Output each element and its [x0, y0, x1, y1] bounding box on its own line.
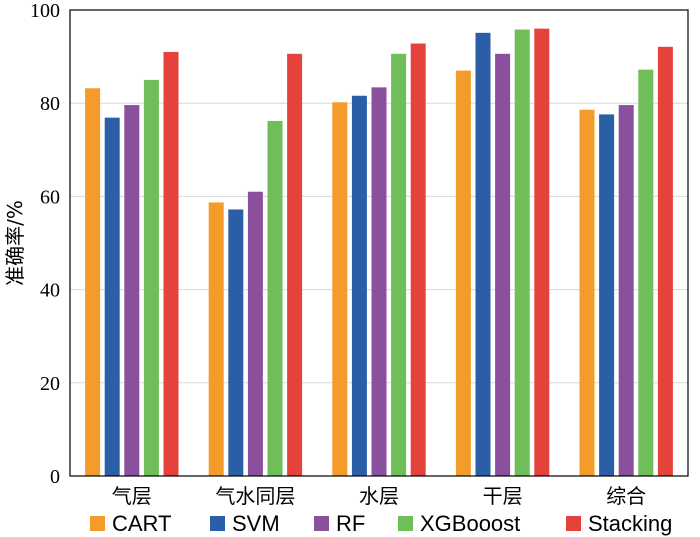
x-category-label: 气水同层 [215, 484, 295, 508]
bar-cart-0 [85, 88, 101, 477]
axes [69, 9, 689, 477]
x-category-label: 干层 [483, 484, 523, 508]
y-tick-label: 40 [40, 280, 60, 302]
bar-svm-3 [475, 32, 491, 477]
bar-rf-3 [495, 53, 511, 476]
legend-label-svm: SVM [232, 511, 280, 536]
legend-label-xgbooost: XGBooost [420, 511, 520, 536]
bar-rf-1 [247, 191, 263, 477]
y-tick-labels: 0 20 40 60 80 100 [30, 0, 60, 488]
bars [85, 28, 673, 477]
bar-cart-3 [455, 70, 471, 476]
legend-swatch-cart [90, 516, 105, 531]
legend-label-stacking: Stacking [588, 511, 672, 536]
y-tick-label: 100 [30, 0, 60, 22]
y-axis-label: 准确率/% [3, 200, 27, 286]
legend-swatch-stacking [566, 516, 581, 531]
legend-label-rf: RF [336, 511, 365, 536]
x-category-label: 综合 [606, 484, 646, 508]
y-tick-label: 0 [50, 466, 60, 488]
legend-swatch-svm [210, 516, 225, 531]
x-category-label: 气层 [112, 484, 152, 508]
legend-label-cart: CART [112, 511, 172, 536]
bar-cart-1 [208, 202, 224, 476]
bar-rf-4 [618, 105, 634, 477]
bar-stacking-1 [287, 53, 303, 476]
bar-stacking-0 [163, 51, 179, 476]
bar-svm-4 [599, 114, 615, 476]
y-tick-label: 20 [40, 373, 60, 395]
bar-xgbooost-4 [638, 69, 654, 476]
bar-xgbooost-0 [143, 79, 159, 477]
bar-xgbooost-1 [267, 120, 283, 477]
bar-rf-0 [124, 105, 140, 477]
bar-stacking-3 [534, 28, 550, 476]
bar-xgbooost-2 [391, 53, 407, 476]
x-category-label: 水层 [359, 484, 399, 508]
bar-cart-4 [579, 109, 595, 476]
bar-rf-2 [371, 87, 387, 476]
plot-frame [69, 9, 689, 477]
bar-stacking-4 [657, 46, 673, 477]
x-category-labels: 气层 气水同层 水层 干层 综合 [112, 484, 646, 508]
bar-svm-2 [351, 95, 367, 476]
y-tick-label: 80 [40, 93, 60, 115]
bar-svm-1 [228, 209, 244, 476]
legend: CART SVM RF XGBooost Stacking [90, 511, 672, 536]
bar-xgbooost-3 [514, 29, 530, 477]
legend-swatch-rf [314, 516, 329, 531]
bar-cart-2 [332, 102, 348, 476]
y-tick-label: 60 [40, 186, 60, 208]
bar-stacking-2 [410, 43, 426, 476]
legend-swatch-xgbooost [398, 516, 413, 531]
bar-svm-0 [104, 117, 120, 477]
